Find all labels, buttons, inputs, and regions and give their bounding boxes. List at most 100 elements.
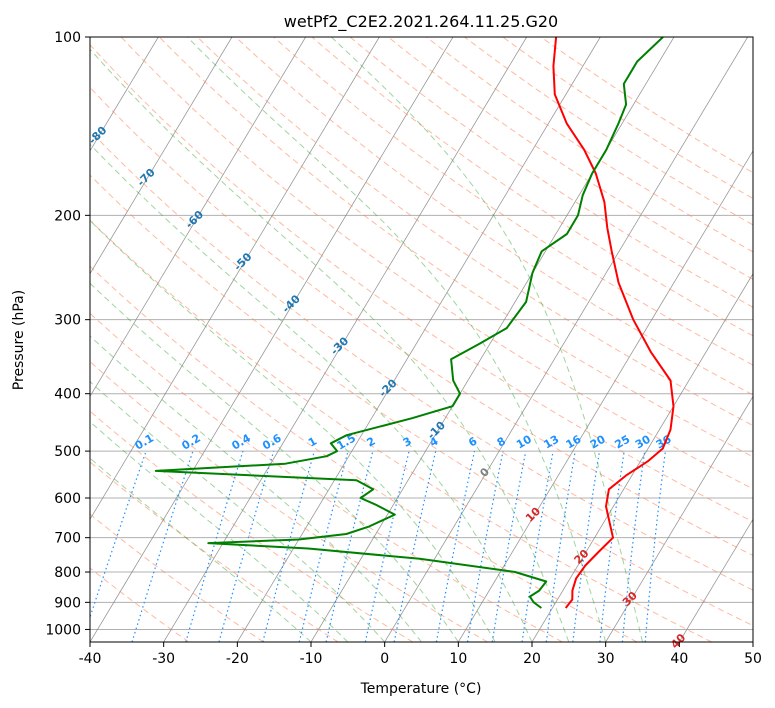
isotherm-line: [531, 272, 753, 642]
mixing-ratio-label: 0.4: [229, 431, 253, 452]
moist-adiabat-line: [90, 335, 422, 642]
chart-title: wetPf2_C2E2.2021.264.11.25.G20: [284, 12, 558, 32]
dry-adiabat-line: [90, 461, 339, 642]
isotherm-line: [163, 37, 528, 642]
dry-adiabat-line: [90, 513, 264, 642]
isotherm-line: [90, 37, 307, 398]
mixing-ratio-label: 13: [541, 433, 561, 452]
isotherm-line: [90, 37, 454, 642]
isotherm-label: -40: [280, 292, 303, 315]
mixing-ratio-line: [185, 450, 244, 642]
moist-adiabat-line: [330, 37, 643, 642]
isotherm-line: [310, 37, 675, 642]
isotherm-label: 40: [668, 631, 688, 651]
mixing-ratio-line: [491, 450, 527, 642]
dry-adiabat-line: [540, 37, 753, 174]
mixing-ratio-line: [131, 450, 194, 642]
y-tick-label: 400: [54, 387, 81, 403]
mixing-ratio-line: [218, 450, 275, 642]
mixing-ratio-label: 36: [654, 432, 674, 451]
mixing-ratio-label: 1: [306, 435, 319, 450]
mixing-ratio-line: [572, 451, 601, 642]
isotherm-line: [236, 37, 601, 642]
temperature-profile: [552, 37, 675, 609]
plot-frame: [89, 36, 754, 643]
mixing-ratio-label: 0.2: [179, 432, 202, 453]
dry-adiabat-line: [349, 37, 753, 308]
isotherm-label: -70: [135, 166, 158, 189]
y-axis-title: Pressure (hPa): [11, 290, 27, 390]
moist-adiabat-line: [90, 282, 459, 642]
dry-adiabat-line: [90, 86, 753, 557]
x-tick-label: -20: [226, 651, 249, 667]
dry-adiabat-line: [90, 312, 563, 642]
x-axis-title: Temperature (°C): [360, 681, 482, 697]
dry-adiabat-line: [90, 130, 753, 591]
x-tick-label: 20: [523, 651, 541, 667]
mixing-ratio-label: 0.1: [133, 432, 156, 453]
mixing-ratio-line: [435, 450, 476, 642]
mixing-ratio-line: [262, 450, 315, 642]
y-tick-label: 1000: [45, 622, 81, 638]
dry-adiabat-line: [90, 44, 753, 523]
mixing-ratio-label: 16: [564, 432, 584, 451]
moist-adiabat-line: [90, 49, 570, 642]
y-tick-label: 300: [54, 313, 81, 329]
y-tick-label: 500: [54, 444, 81, 460]
isotherm-line: [678, 518, 753, 642]
dry-adiabat-line: [90, 219, 712, 642]
isotherm-label: -30: [328, 334, 351, 357]
mixing-ratio-label: 10: [514, 432, 534, 451]
mixing-ratio-line: [521, 450, 554, 642]
background-lines: [90, 37, 753, 642]
mixing-ratio-line: [364, 450, 410, 642]
moist-adiabat-line: [186, 37, 607, 642]
isotherm-line: [90, 37, 233, 275]
mixing-ratio-line: [466, 450, 504, 642]
x-axis: -40 -30 -20 -10 0 10 20 30 40 50: [79, 642, 762, 667]
y-axis: 100 200 300 400 500 600 700 800 900 1000: [45, 30, 90, 638]
dry-adiabat-line: [426, 37, 753, 253]
dry-adiabat-line: [158, 37, 753, 458]
moist-adiabat-line: [90, 143, 533, 642]
mixing-ratio-label: 3: [401, 435, 414, 450]
mixing-ratio-line: [644, 451, 666, 642]
isotherm-label: -50: [231, 250, 254, 273]
isotherm-label: -20: [376, 376, 399, 399]
x-tick-label: 40: [670, 651, 688, 667]
isotherm-line: [90, 37, 380, 520]
moist-adiabat-line: [90, 421, 349, 642]
mixing-ratio-label: 8: [495, 435, 508, 450]
mixing-ratio-line: [90, 450, 147, 620]
isotherm-line: [457, 150, 753, 642]
x-tick-label: 50: [744, 651, 762, 667]
mixing-ratio-label: 2: [365, 435, 378, 450]
x-tick-label: -30: [152, 651, 175, 667]
isotherm-label: -60: [183, 208, 206, 231]
isotherm-line: [90, 37, 159, 152]
y-tick-label: 800: [54, 565, 81, 581]
x-tick-label: 30: [597, 651, 615, 667]
mixing-ratio-line: [298, 450, 349, 642]
mixing-ratio-line: [393, 450, 437, 642]
y-tick-label: 900: [54, 595, 81, 611]
mixing-ratio-label: 25: [613, 433, 633, 452]
y-tick-label: 100: [54, 30, 81, 46]
mixing-ratio-line: [545, 451, 576, 642]
isotherm-line: [384, 37, 749, 642]
mixing-ratio-line: [621, 451, 646, 642]
y-tick-label: 200: [54, 208, 81, 224]
mixing-ratio-line: [325, 450, 374, 642]
isotherm-label: 30: [620, 589, 640, 609]
dry-adiabat-line: [90, 265, 638, 642]
dewpoint-profile: [154, 37, 664, 609]
mixing-ratio-label: 30: [633, 432, 653, 451]
isotherm-label: 20: [572, 547, 592, 567]
mixing-ratio-line: [599, 451, 625, 642]
dry-adiabat-line: [273, 37, 753, 366]
moist-adiabat-line: [90, 457, 312, 642]
dry-adiabat-line: [90, 360, 488, 642]
profile-lines: [154, 37, 675, 609]
mixing-ratio-label: 20: [588, 432, 608, 451]
